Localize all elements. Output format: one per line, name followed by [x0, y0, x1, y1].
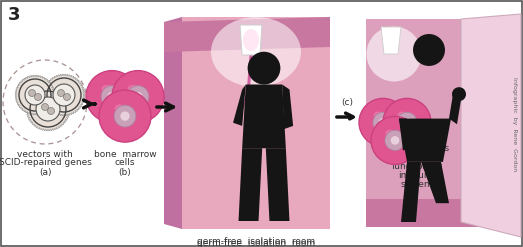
Circle shape: [359, 98, 407, 146]
Text: produce: produce: [399, 153, 436, 162]
Polygon shape: [233, 84, 246, 126]
Circle shape: [133, 92, 143, 101]
Polygon shape: [43, 74, 85, 116]
Circle shape: [379, 118, 388, 127]
Circle shape: [371, 116, 419, 165]
Polygon shape: [399, 119, 413, 151]
Circle shape: [373, 112, 393, 132]
Polygon shape: [401, 162, 421, 222]
Ellipse shape: [128, 85, 138, 93]
Text: SCID-repaired genes: SCID-repaired genes: [0, 158, 92, 167]
Circle shape: [403, 118, 411, 127]
Polygon shape: [240, 25, 262, 55]
Circle shape: [397, 112, 417, 132]
Circle shape: [107, 92, 117, 101]
Ellipse shape: [115, 104, 125, 112]
Polygon shape: [164, 17, 330, 52]
Polygon shape: [421, 162, 449, 203]
Text: Infographic  by  Rene  Gordon: Infographic by Rene Gordon: [511, 77, 517, 171]
Text: cells: cells: [115, 158, 135, 167]
Circle shape: [127, 86, 149, 107]
Circle shape: [112, 71, 164, 123]
Circle shape: [120, 111, 130, 121]
Circle shape: [99, 90, 151, 142]
Polygon shape: [164, 17, 182, 229]
Text: functioning: functioning: [391, 162, 442, 171]
Ellipse shape: [101, 85, 112, 93]
Circle shape: [58, 89, 64, 97]
Polygon shape: [266, 148, 289, 221]
Circle shape: [101, 86, 123, 107]
Text: immune: immune: [399, 171, 436, 180]
Circle shape: [48, 107, 54, 115]
Circle shape: [36, 97, 60, 121]
FancyBboxPatch shape: [366, 19, 511, 227]
Polygon shape: [238, 148, 262, 221]
Ellipse shape: [243, 29, 259, 51]
Circle shape: [25, 85, 45, 105]
Circle shape: [114, 105, 136, 127]
Text: vectors with: vectors with: [17, 150, 73, 159]
Polygon shape: [381, 27, 401, 54]
Text: system: system: [401, 180, 434, 189]
Circle shape: [383, 98, 431, 146]
Circle shape: [413, 34, 445, 66]
Ellipse shape: [211, 17, 301, 87]
Circle shape: [391, 136, 400, 145]
Ellipse shape: [385, 130, 395, 137]
Polygon shape: [399, 119, 451, 162]
Text: germ-free  isolation  room: germ-free isolation room: [197, 237, 315, 246]
Circle shape: [41, 103, 49, 110]
Text: bone  marrow: bone marrow: [94, 150, 156, 159]
Polygon shape: [26, 87, 70, 131]
Polygon shape: [242, 84, 286, 148]
Polygon shape: [461, 14, 521, 237]
Circle shape: [28, 89, 36, 97]
Text: (b): (b): [119, 168, 131, 177]
Circle shape: [63, 94, 71, 101]
Circle shape: [53, 84, 75, 106]
Text: repaired  cells: repaired cells: [385, 144, 449, 153]
Circle shape: [247, 52, 280, 84]
Polygon shape: [15, 75, 55, 115]
Circle shape: [385, 130, 405, 150]
Polygon shape: [449, 94, 461, 124]
Polygon shape: [282, 84, 293, 129]
Ellipse shape: [367, 26, 422, 82]
Circle shape: [86, 71, 138, 123]
Text: (a): (a): [39, 168, 51, 177]
Ellipse shape: [373, 112, 383, 119]
Polygon shape: [366, 199, 511, 227]
FancyBboxPatch shape: [182, 17, 330, 229]
Text: germ-free  isolation  room: germ-free isolation room: [197, 239, 315, 247]
Text: (c): (c): [341, 98, 353, 106]
Ellipse shape: [397, 112, 407, 119]
Text: 3: 3: [8, 6, 20, 24]
Circle shape: [452, 87, 466, 101]
Circle shape: [35, 94, 41, 101]
